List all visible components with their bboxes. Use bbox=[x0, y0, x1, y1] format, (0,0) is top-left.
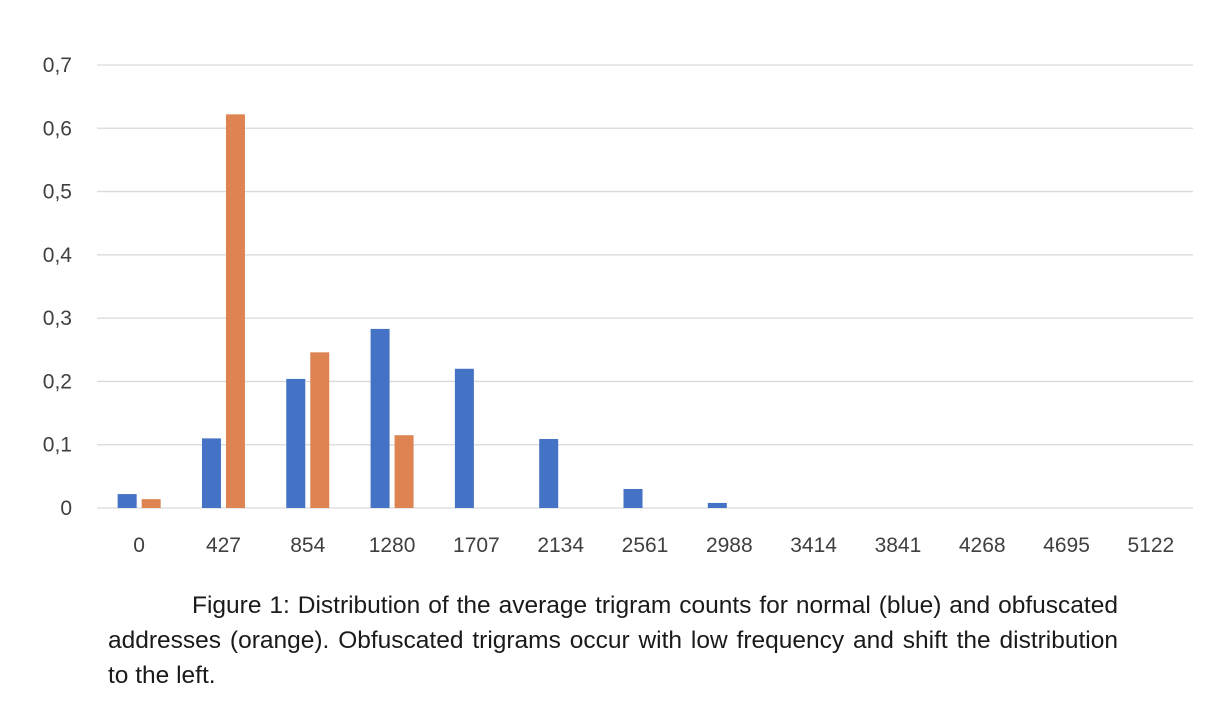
x-tick-label: 3841 bbox=[875, 534, 922, 557]
y-tick-label: 0,7 bbox=[43, 54, 72, 77]
x-tick-label: 3414 bbox=[790, 534, 837, 557]
y-tick-label: 0,2 bbox=[43, 370, 72, 393]
bar bbox=[310, 352, 330, 508]
bar bbox=[394, 435, 414, 508]
bar-chart: 0 0,1 0,2 0,3 0,4 0,5 0,6 0,7 0 427 854 1280 1707 21… bbox=[43, 54, 1193, 557]
caption-text: Figure 1: Distribution of the average tr… bbox=[108, 592, 1118, 689]
x-axis-tick-labels: 0 427 854 1280 1707 2134 2561 2988 3414 3841 4268 4… bbox=[133, 534, 1174, 557]
bar bbox=[117, 494, 137, 508]
x-tick-label: 4268 bbox=[959, 534, 1006, 557]
y-tick-label: 0,6 bbox=[43, 117, 72, 140]
figure-caption: Figure 1: Distribution of the average tr… bbox=[108, 588, 1118, 693]
bar bbox=[141, 499, 161, 508]
y-tick-label: 0,1 bbox=[43, 434, 72, 457]
bar bbox=[286, 378, 306, 508]
y-tick-label: 0 bbox=[60, 497, 72, 520]
bar bbox=[370, 328, 390, 508]
bars bbox=[117, 114, 727, 508]
x-tick-label: 0 bbox=[133, 534, 145, 557]
y-axis-tick-labels: 0 0,1 0,2 0,3 0,4 0,5 0,6 0,7 bbox=[43, 54, 73, 520]
y-tick-label: 0,3 bbox=[43, 307, 72, 330]
bar bbox=[623, 489, 643, 508]
y-tick-label: 0,5 bbox=[43, 181, 72, 204]
x-tick-label: 2561 bbox=[622, 534, 669, 557]
x-tick-label: 5122 bbox=[1127, 534, 1174, 557]
x-tick-label: 2134 bbox=[537, 534, 584, 557]
x-tick-label: 4695 bbox=[1043, 534, 1090, 557]
x-tick-label: 1280 bbox=[369, 534, 416, 557]
bar bbox=[539, 439, 559, 508]
x-tick-label: 427 bbox=[206, 534, 241, 557]
bar bbox=[707, 502, 727, 508]
x-tick-label: 2988 bbox=[706, 534, 753, 557]
bar bbox=[225, 114, 245, 508]
x-tick-label: 1707 bbox=[453, 534, 500, 557]
y-tick-label: 0,4 bbox=[43, 244, 73, 267]
x-tick-label: 854 bbox=[290, 534, 325, 557]
bar bbox=[454, 368, 474, 508]
gridlines bbox=[97, 64, 1193, 509]
bar bbox=[201, 438, 221, 508]
